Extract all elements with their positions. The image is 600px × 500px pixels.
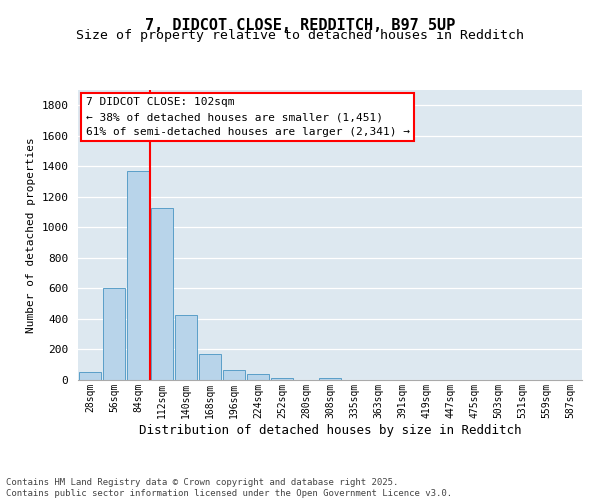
Bar (79, 372, 101, 380)
Text: 7 DIDCOT CLOSE: 102sqm
← 38% of detached houses are smaller (1,451)
61% of semi-: 7 DIDCOT CLOSE: 102sqm ← 38% of detached… (86, 97, 410, 137)
Bar (247, 374, 269, 380)
Bar (127, 171, 149, 380)
Text: Contains HM Land Registry data © Crown copyright and database right 2025.
Contai: Contains HM Land Registry data © Crown c… (6, 478, 452, 498)
Bar (151, 208, 173, 380)
Y-axis label: Number of detached properties: Number of detached properties (26, 137, 36, 333)
Text: 7, DIDCOT CLOSE, REDDITCH, B97 5UP: 7, DIDCOT CLOSE, REDDITCH, B97 5UP (145, 18, 455, 32)
Bar (199, 354, 221, 380)
Bar (223, 370, 245, 380)
Bar (319, 378, 341, 380)
Text: Size of property relative to detached houses in Redditch: Size of property relative to detached ho… (76, 29, 524, 42)
Bar (175, 315, 197, 380)
Bar (271, 378, 293, 380)
Bar (103, 288, 125, 380)
X-axis label: Distribution of detached houses by size in Redditch: Distribution of detached houses by size … (139, 424, 521, 436)
